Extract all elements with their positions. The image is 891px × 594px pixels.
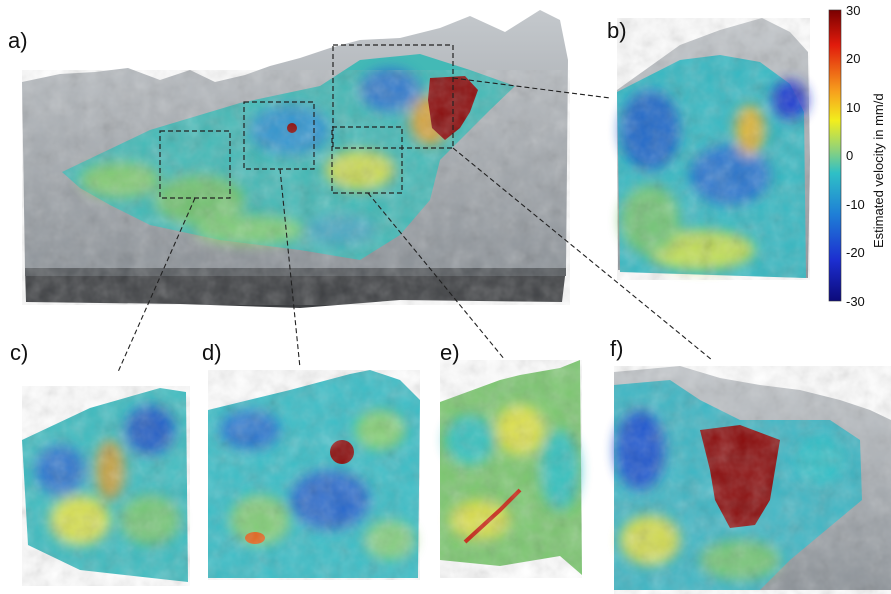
panel-label-a: a) [8,28,28,53]
panel-label-c: c) [10,340,29,365]
colorbar-tick-10: 10 [846,100,861,115]
panel-b-image [617,18,810,280]
colorbar-tick-neg30: -30 [846,294,865,309]
panel-label-f: f) [610,336,624,361]
panel-f-image [614,366,891,594]
panel-e-image [440,360,582,578]
panel-label-d: d) [202,340,222,365]
colorbar-tick-neg10: -10 [846,197,865,212]
panel-label-e: e) [440,340,460,365]
colorbar-title: Estimated velocity in mm/d [871,93,886,248]
colorbar-tick-30: 30 [846,3,861,18]
panel-label-b: b) [607,18,627,43]
panel-c-image [22,386,190,586]
colorbar-tick-neg20: -20 [846,245,865,260]
leader-lines [117,77,713,373]
colorbar-tick-0: 0 [846,148,854,163]
panel-a-terrain [22,10,713,373]
colorbar [828,9,842,302]
panel-d-image [208,370,420,580]
colorbar-tick-20: 20 [846,51,861,66]
